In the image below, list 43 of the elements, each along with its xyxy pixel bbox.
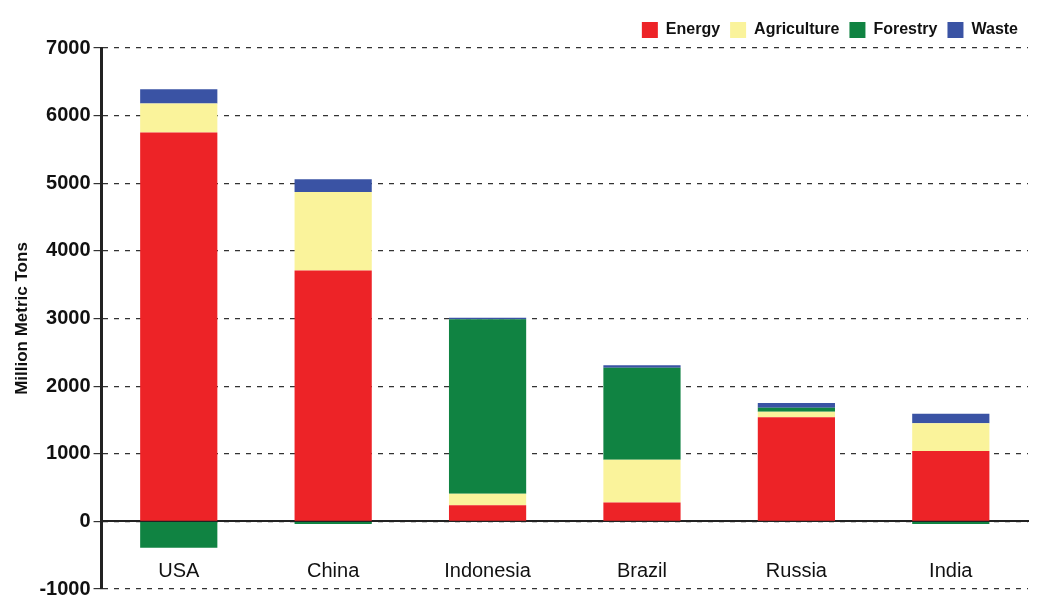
x-tick-label: India bbox=[929, 558, 974, 581]
bar bbox=[603, 459, 681, 503]
bar bbox=[294, 521, 372, 525]
bar bbox=[757, 411, 835, 418]
y-tick-label: 6000 bbox=[46, 103, 91, 126]
bar bbox=[757, 403, 835, 408]
y-tick-label: 7000 bbox=[46, 35, 91, 58]
bar bbox=[448, 493, 527, 506]
bar bbox=[603, 365, 681, 368]
bar bbox=[294, 179, 372, 193]
x-tick-label: Indonesia bbox=[444, 558, 532, 581]
bar bbox=[448, 319, 527, 494]
legend-label: Waste bbox=[971, 20, 1019, 38]
legend-label: Energy bbox=[665, 20, 721, 38]
y-tick-label: 5000 bbox=[46, 170, 91, 193]
legend-label: Forestry bbox=[873, 20, 938, 38]
legend-label: Agriculture bbox=[754, 20, 840, 38]
y-tick-label: -1000 bbox=[39, 576, 91, 599]
y-tick-label: 4000 bbox=[46, 238, 91, 261]
bar bbox=[912, 423, 990, 452]
bar bbox=[294, 270, 372, 521]
y-tick-label: 2000 bbox=[46, 373, 91, 396]
bar bbox=[294, 192, 372, 271]
bar bbox=[448, 505, 527, 521]
bar bbox=[912, 521, 990, 525]
bar bbox=[757, 407, 835, 412]
bar bbox=[140, 103, 218, 133]
y-axis-title: Million Metric Tons bbox=[11, 242, 31, 395]
x-tick-label: China bbox=[307, 558, 361, 581]
bar bbox=[140, 89, 218, 104]
x-tick-label: USA bbox=[158, 558, 200, 581]
bar bbox=[140, 521, 218, 548]
x-tick-label: Brazil bbox=[616, 558, 667, 581]
bar bbox=[912, 413, 990, 424]
bar bbox=[603, 367, 681, 460]
bar bbox=[757, 417, 835, 521]
bar bbox=[140, 132, 218, 521]
y-tick-label: 1000 bbox=[46, 441, 91, 464]
bar bbox=[603, 502, 681, 521]
x-tick-label: Russia bbox=[765, 558, 828, 581]
y-tick-label: 3000 bbox=[46, 306, 91, 329]
y-tick-label: 0 bbox=[79, 508, 91, 531]
bar bbox=[912, 451, 990, 521]
